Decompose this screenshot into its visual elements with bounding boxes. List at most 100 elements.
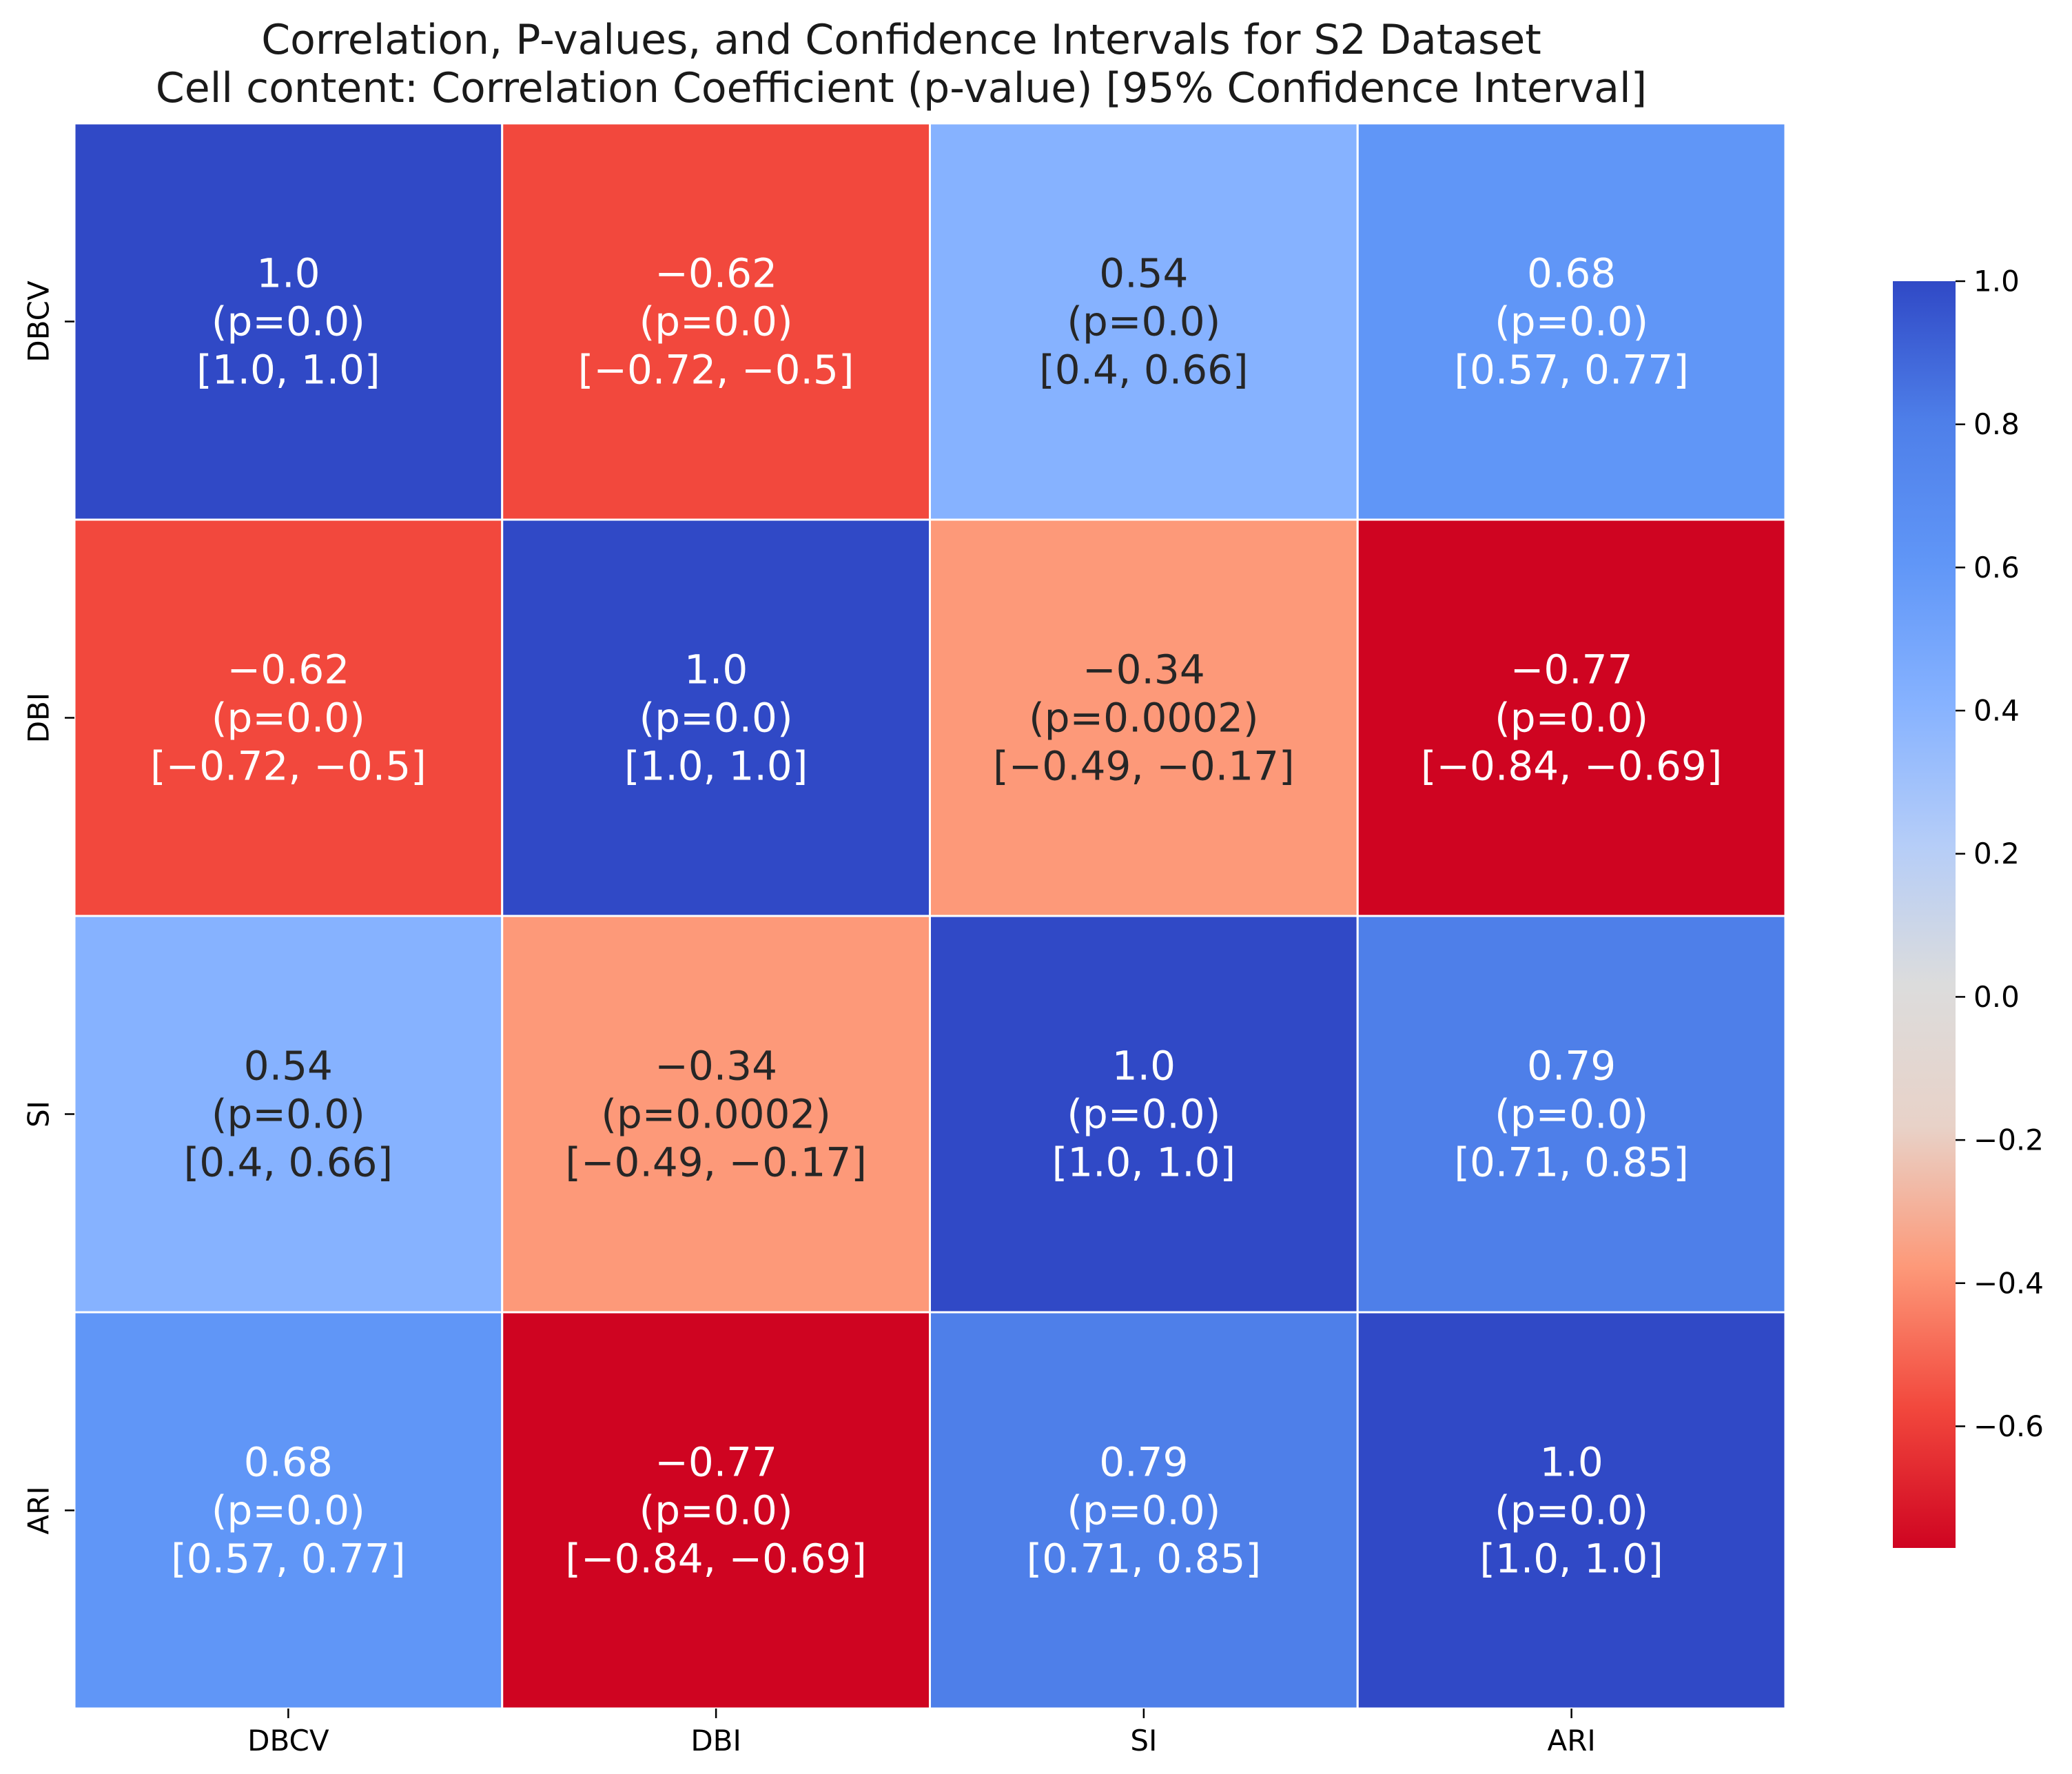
colorbar-tick-label: 0.0 <box>1973 980 2020 1014</box>
cell-p-value: (p=0.0) <box>1495 298 1648 345</box>
cell-p-value: (p=0.0) <box>212 1487 365 1534</box>
colorbar-tick-label: 0.4 <box>1973 694 2020 728</box>
heatmap-cells: 1.0(p=0.0)[1.0, 1.0]−0.62(p=0.0)[−0.72, … <box>73 122 1787 1710</box>
cell-p-value: (p=0.0) <box>1495 1487 1648 1534</box>
colorbar-ticks: 1.0 0.8 0.6 0.4 0.2 0.0 −0.2 −0.4 −0.6 <box>1956 265 2044 1443</box>
cell-rect <box>1356 1311 1787 1710</box>
cell-rect <box>1356 518 1787 917</box>
cell-confidence-interval: [−0.72, −0.5] <box>578 347 854 394</box>
cell-confidence-interval: [−0.84, −0.69] <box>1421 743 1723 790</box>
cell-p-value: (p=0.0) <box>212 1091 365 1138</box>
cell-p-value: (p=0.0002) <box>601 1091 831 1138</box>
cell-confidence-interval: [0.57, 0.77] <box>171 1536 405 1582</box>
cell-dbi-dbcv: −0.62(p=0.0)[−0.72, −0.5] <box>73 518 504 917</box>
cell-si-dbi: −0.34(p=0.0002)[−0.49, −0.17] <box>501 915 931 1314</box>
cell-correlation-value: 0.68 <box>244 1439 333 1486</box>
cell-rect <box>1356 915 1787 1314</box>
cell-rect <box>501 915 931 1314</box>
cell-p-value: (p=0.0) <box>1495 1091 1648 1138</box>
cell-dbcv-dbi: −0.62(p=0.0)[−0.72, −0.5] <box>501 122 931 521</box>
cell-confidence-interval: [0.71, 0.85] <box>1454 1139 1688 1186</box>
cell-rect <box>501 122 931 521</box>
cell-confidence-interval: [−0.72, −0.5] <box>150 743 427 790</box>
cell-correlation-value: −0.77 <box>1510 646 1633 693</box>
x-axis: DBCV DBI SI ARI <box>247 1709 1596 1757</box>
cell-p-value: (p=0.0) <box>1067 1487 1220 1534</box>
cell-p-value: (p=0.0) <box>1067 1091 1220 1138</box>
cell-p-value: (p=0.0002) <box>1029 695 1259 742</box>
cell-rect <box>73 122 504 521</box>
cell-p-value: (p=0.0) <box>1495 695 1648 742</box>
cell-rect <box>929 1311 1359 1710</box>
cell-confidence-interval: [1.0, 1.0] <box>1479 1536 1663 1582</box>
cell-confidence-interval: [−0.49, −0.17] <box>565 1139 867 1186</box>
cell-ari-dbcv: 0.68(p=0.0)[0.57, 0.77] <box>73 1311 504 1710</box>
cell-rect <box>73 1311 504 1710</box>
x-tick-label: SI <box>1130 1724 1157 1757</box>
y-tick-label: ARI <box>22 1486 56 1534</box>
cell-p-value: (p=0.0) <box>1067 298 1220 345</box>
cell-rect <box>1356 122 1787 521</box>
x-tick-label: DBI <box>690 1724 741 1757</box>
cell-correlation-value: 0.79 <box>1527 1043 1616 1090</box>
cell-correlation-value: −0.77 <box>655 1439 777 1486</box>
cell-p-value: (p=0.0) <box>212 298 365 345</box>
cell-ari-dbi: −0.77(p=0.0)[−0.84, −0.69] <box>501 1311 931 1710</box>
colorbar-gradient <box>1893 281 1956 1548</box>
x-tick-label: ARI <box>1547 1724 1595 1757</box>
y-tick-label: DBI <box>22 693 56 744</box>
y-tick-label: SI <box>22 1101 56 1128</box>
colorbar-tick-label: 0.6 <box>1973 551 2020 584</box>
cell-confidence-interval: [0.4, 0.66] <box>184 1139 393 1186</box>
cell-correlation-value: 0.79 <box>1099 1439 1188 1486</box>
cell-si-si: 1.0(p=0.0)[1.0, 1.0] <box>929 915 1359 1314</box>
x-tick-label: DBCV <box>247 1724 329 1757</box>
cell-p-value: (p=0.0) <box>639 695 793 742</box>
colorbar-tick-label: −0.2 <box>1973 1123 2044 1157</box>
colorbar-tick-label: −0.6 <box>1973 1409 2044 1443</box>
colorbar-tick-label: 0.8 <box>1973 407 2020 441</box>
cell-rect <box>929 518 1359 917</box>
cell-p-value: (p=0.0) <box>639 298 793 345</box>
cell-ari-ari: 1.0(p=0.0)[1.0, 1.0] <box>1356 1311 1787 1710</box>
cell-confidence-interval: [1.0, 1.0] <box>624 743 808 790</box>
cell-confidence-interval: [1.0, 1.0] <box>196 347 380 394</box>
cell-correlation-value: −0.34 <box>1083 646 1205 693</box>
cell-correlation-value: −0.34 <box>655 1043 777 1090</box>
cell-confidence-interval: [−0.84, −0.69] <box>565 1536 867 1582</box>
chart-title: Correlation, P-values, and Confidence In… <box>261 16 1541 64</box>
cell-si-ari: 0.79(p=0.0)[0.71, 0.85] <box>1356 915 1787 1314</box>
colorbar-tick-label: 0.2 <box>1973 837 2020 870</box>
cell-dbcv-si: 0.54(p=0.0)[0.4, 0.66] <box>929 122 1359 521</box>
cell-p-value: (p=0.0) <box>639 1487 793 1534</box>
cell-correlation-value: 0.54 <box>1099 250 1188 297</box>
y-tick-label: DBCV <box>22 281 56 363</box>
cell-dbi-ari: −0.77(p=0.0)[−0.84, −0.69] <box>1356 518 1787 917</box>
colorbar-tick-label: 1.0 <box>1973 265 2020 298</box>
cell-confidence-interval: [0.4, 0.66] <box>1039 347 1249 394</box>
cell-correlation-value: 1.0 <box>684 646 748 693</box>
cell-correlation-value: −0.62 <box>227 646 350 693</box>
cell-correlation-value: −0.62 <box>655 250 777 297</box>
cell-dbcv-dbcv: 1.0(p=0.0)[1.0, 1.0] <box>73 122 504 521</box>
cell-confidence-interval: [0.71, 0.85] <box>1027 1536 1261 1582</box>
y-axis: DBCV DBI SI ARI <box>22 281 74 1535</box>
cell-correlation-value: 1.0 <box>1112 1043 1176 1090</box>
cell-correlation-value: 1.0 <box>256 250 320 297</box>
chart-subtitle: Cell content: Correlation Coefficient (p… <box>156 64 1647 112</box>
cell-correlation-value: 0.68 <box>1527 250 1616 297</box>
cell-dbi-dbi: 1.0(p=0.0)[1.0, 1.0] <box>501 518 931 917</box>
cell-p-value: (p=0.0) <box>212 695 365 742</box>
cell-correlation-value: 0.54 <box>244 1043 333 1090</box>
colorbar-tick-label: −0.4 <box>1973 1266 2044 1300</box>
cell-si-dbcv: 0.54(p=0.0)[0.4, 0.66] <box>73 915 504 1314</box>
cell-confidence-interval: [−0.49, −0.17] <box>993 743 1295 790</box>
cell-dbi-si: −0.34(p=0.0002)[−0.49, −0.17] <box>929 518 1359 917</box>
cell-correlation-value: 1.0 <box>1540 1439 1603 1486</box>
cell-dbcv-ari: 0.68(p=0.0)[0.57, 0.77] <box>1356 122 1787 521</box>
colorbar: 1.0 0.8 0.6 0.4 0.2 0.0 −0.2 −0.4 −0.6 <box>1893 265 2044 1548</box>
cell-rect <box>929 122 1359 521</box>
cell-rect <box>501 518 931 917</box>
cell-rect <box>501 1311 931 1710</box>
